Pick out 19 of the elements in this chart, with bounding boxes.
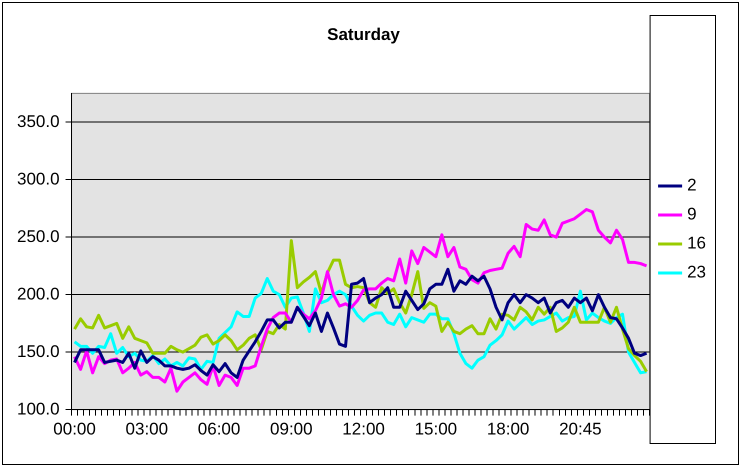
x-tick-label: 09:00 bbox=[270, 419, 313, 438]
y-tick-label: 200.0 bbox=[16, 284, 60, 304]
legend-label: 23 bbox=[687, 262, 706, 282]
legend-label: 9 bbox=[687, 204, 697, 224]
x-tick-label: 20:45 bbox=[559, 419, 602, 438]
y-tick-label: 350.0 bbox=[16, 112, 60, 131]
chart-title: Saturday bbox=[327, 24, 400, 44]
legend-label: 2 bbox=[687, 176, 697, 195]
y-tick-label: 150.0 bbox=[16, 342, 60, 361]
x-tick-label: 06:00 bbox=[198, 419, 240, 438]
y-tick-label: 250.0 bbox=[16, 226, 60, 246]
x-tick-label: 12:00 bbox=[342, 419, 385, 438]
legend-label: 16 bbox=[687, 234, 706, 253]
x-tick-label: 15:00 bbox=[414, 419, 458, 438]
y-tick-label: 300.0 bbox=[16, 169, 60, 188]
x-tick-label: 00:00 bbox=[53, 419, 96, 438]
y-tick-label: 100.0 bbox=[16, 399, 60, 418]
x-tick-label: 18:00 bbox=[486, 419, 530, 438]
x-tick-label: 03:00 bbox=[126, 419, 168, 438]
